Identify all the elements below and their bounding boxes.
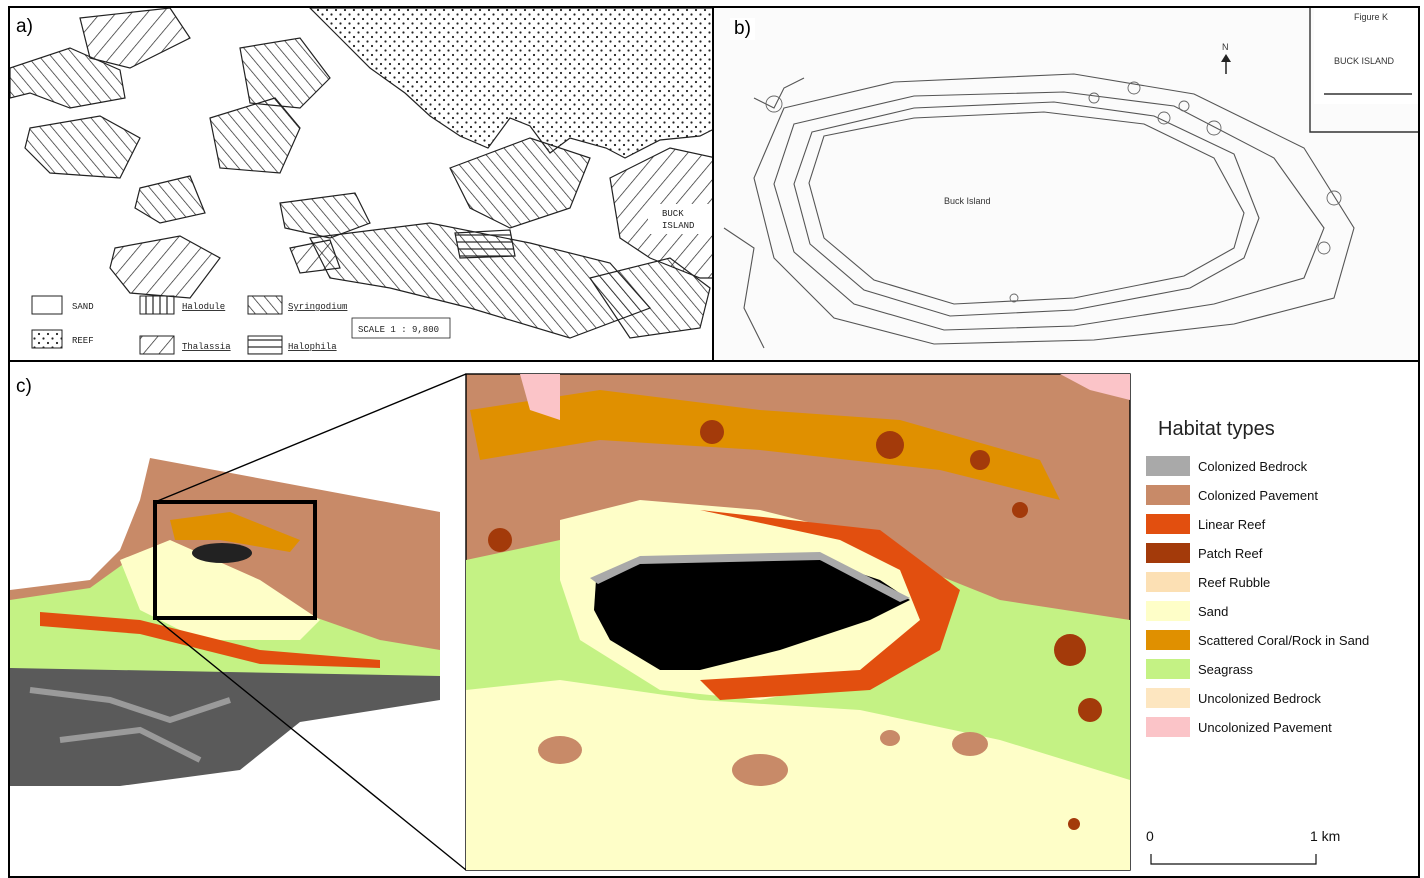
legend-label: Seagrass xyxy=(1198,661,1253,677)
syringodium-patch xyxy=(209,97,301,174)
legend-swatch-halophila xyxy=(247,335,283,355)
syringodium-patch xyxy=(134,175,206,224)
legend-label: Linear Reef xyxy=(1198,516,1266,532)
legend-label-halophila: Halophila xyxy=(288,342,337,352)
legend-swatch xyxy=(1146,514,1190,534)
legend-title: Habitat types xyxy=(1158,418,1275,440)
legend-item: Colonized Bedrock xyxy=(1146,455,1307,477)
panel-b: b) Figure K BUCK ISLAND N Buck Island xyxy=(712,6,1420,362)
legend-item: Colonized Pavement xyxy=(1146,484,1318,506)
legend-swatch-syringodium xyxy=(247,295,283,315)
legend-swatch xyxy=(1146,601,1190,621)
syringodium-patch xyxy=(24,115,141,179)
bathymetric-map: Figure K BUCK ISLAND N Buck Island xyxy=(714,8,1418,360)
panel-b-label: b) xyxy=(730,18,755,40)
syringodium-patch xyxy=(239,37,331,109)
thalassia-patch xyxy=(289,239,341,274)
legend-swatch-halodule xyxy=(139,295,175,315)
legend-item: Patch Reef xyxy=(1146,542,1262,564)
syringodium-patch xyxy=(279,192,371,239)
legend-label: Scattered Coral/Rock in Sand xyxy=(1198,632,1370,648)
legend-label: Patch Reef xyxy=(1198,545,1263,561)
legend-label-reef: REEF xyxy=(72,336,94,346)
north-label: N xyxy=(1222,42,1229,52)
legend-swatch xyxy=(1146,717,1190,737)
legend-swatch xyxy=(1146,688,1190,708)
syringodium-patch xyxy=(10,47,126,109)
legend-label-halodule: Halodule xyxy=(182,302,225,312)
island-label: BUCK xyxy=(662,209,684,219)
reef-area xyxy=(309,8,712,159)
halophila-patch xyxy=(454,229,516,259)
island-title: BUCK ISLAND xyxy=(1334,56,1395,66)
thalassia-patch xyxy=(79,8,191,69)
thalassia-patch xyxy=(109,235,221,299)
legend-label: Sand xyxy=(1198,603,1229,619)
scale-text: SCALE 1 : 9,800 xyxy=(358,325,439,335)
figure-title: Figure K xyxy=(1354,12,1388,22)
panel-a: a) xyxy=(8,6,714,362)
legend-label: Uncolonized Bedrock xyxy=(1198,690,1321,706)
island-text: Buck Island xyxy=(944,196,991,206)
legend-item: Sand xyxy=(1146,600,1228,622)
legend-swatch xyxy=(1146,659,1190,679)
legend-swatch xyxy=(1146,630,1190,650)
panel-a-legend: SAND REEF Halodule Thalassia Syringodium… xyxy=(31,295,451,355)
island-outline xyxy=(808,111,1245,305)
scale-end-label: 1 km xyxy=(1310,828,1341,844)
seagrass-sketch-map: BUCK ISLAND SAND REEF Halodule Thalassia… xyxy=(10,8,712,355)
legend-label: Colonized Bedrock xyxy=(1198,458,1308,474)
legend-label-sand: SAND xyxy=(72,302,94,312)
legend-swatch xyxy=(1146,543,1190,563)
legend-item: Reef Rubble xyxy=(1146,571,1270,593)
legend-label: Uncolonized Pavement xyxy=(1198,719,1332,735)
svg-text:ISLAND: ISLAND xyxy=(662,221,694,231)
legend-label: Colonized Pavement xyxy=(1198,487,1318,503)
legend-swatch-reef xyxy=(31,329,63,349)
panel-c-label: c) xyxy=(12,376,36,398)
legend-item: Seagrass xyxy=(1146,658,1253,680)
legend-swatch-sand xyxy=(31,295,63,315)
scale-start-label: 0 xyxy=(1146,828,1154,844)
legend-swatch xyxy=(1146,485,1190,505)
syringodium-patch xyxy=(589,257,711,339)
legend-item: Uncolonized Pavement xyxy=(1146,716,1332,738)
syringodium-patch xyxy=(449,137,591,229)
legend-label: Reef Rubble xyxy=(1198,574,1271,590)
legend-swatch xyxy=(1146,456,1190,476)
legend-item: Uncolonized Bedrock xyxy=(1146,687,1321,709)
legend-swatch-thalassia xyxy=(139,335,175,355)
panel-a-label: a) xyxy=(12,16,37,38)
legend-item: Linear Reef xyxy=(1146,513,1265,535)
legend-swatch xyxy=(1146,572,1190,592)
legend-label-syringodium: Syringodium xyxy=(288,302,347,312)
legend-label-thalassia: Thalassia xyxy=(182,342,231,352)
legend-item: Scattered Coral/Rock in Sand xyxy=(1146,629,1369,651)
